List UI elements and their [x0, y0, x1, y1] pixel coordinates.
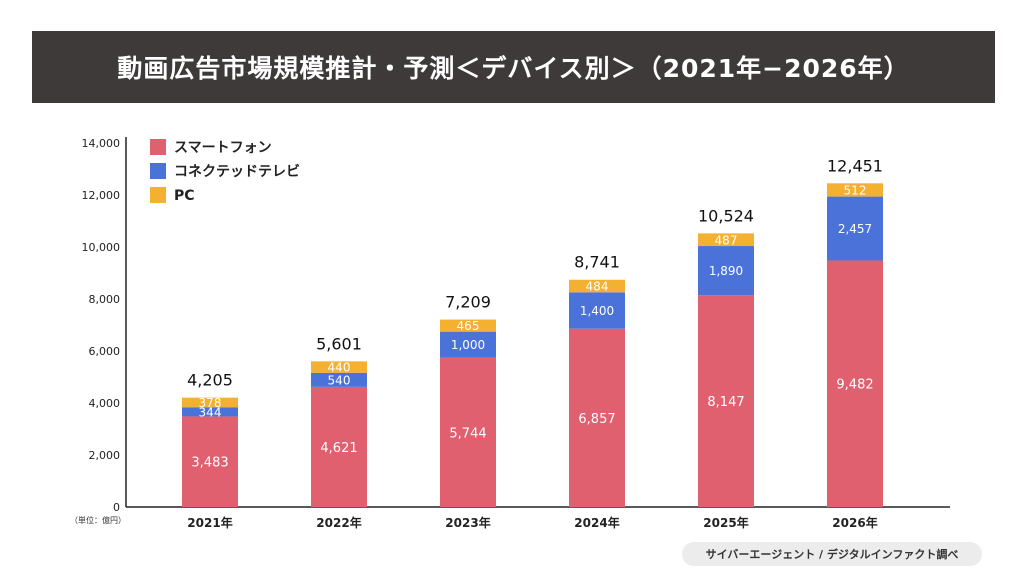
total-label: 8,741 [574, 253, 620, 272]
data-label-pc: 512 [844, 183, 867, 197]
bar-segment-smartphone [827, 260, 883, 507]
data-label-smartphone: 5,744 [449, 426, 486, 441]
data-label-pc: 440 [328, 361, 351, 375]
y-tick-label: 4,000 [89, 397, 121, 410]
bar-segment-pc [827, 183, 883, 197]
x-tick-label: 2021年 [187, 515, 232, 530]
x-tick-label: 2025年 [703, 515, 748, 530]
x-tick-label: 2023年 [445, 515, 490, 530]
bar-segment-pc [182, 397, 238, 408]
bar-segment-pc [698, 233, 754, 247]
x-tick-label: 2022年 [316, 515, 361, 530]
data-label-smartphone: 6,857 [578, 412, 615, 427]
y-tick-label: 0 [113, 501, 120, 514]
data-label-smartphone: 3,483 [191, 456, 228, 471]
title-bar: 動画広告市場規模推計・予測＜デバイス別＞（2021年−2026年） [32, 31, 995, 103]
bar-segment-connected_tv [182, 407, 238, 417]
bar-segment-smartphone [569, 328, 625, 507]
bar-segment-pc [440, 319, 496, 332]
y-tick-label: 14,000 [82, 137, 121, 150]
y-tick-label: 2,000 [89, 449, 121, 462]
bar-segment-connected_tv [569, 292, 625, 329]
bar-segment-connected_tv [311, 372, 367, 387]
y-tick-label: 6,000 [89, 345, 121, 358]
bar-segment-pc [569, 279, 625, 293]
data-label-smartphone: 9,482 [836, 378, 873, 393]
legend-swatch-connected_tv [150, 163, 166, 179]
data-label-connected_tv: 2,457 [838, 222, 872, 236]
data-label-pc: 465 [457, 319, 480, 333]
data-label-pc: 378 [199, 396, 222, 410]
legend-label-pc: PC [174, 188, 195, 204]
bar-segment-smartphone [182, 416, 238, 507]
total-label: 4,205 [187, 371, 233, 390]
bar-segment-connected_tv [698, 246, 754, 296]
total-label: 12,451 [827, 156, 883, 175]
bar-segment-smartphone [698, 295, 754, 507]
data-label-connected_tv: 1,400 [580, 304, 614, 318]
y-tick-label: 10,000 [82, 241, 121, 254]
legend-swatch-smartphone [150, 139, 166, 155]
data-label-pc: 484 [586, 280, 609, 294]
y-tick-label: 12,000 [82, 189, 121, 202]
data-label-pc: 487 [715, 233, 738, 247]
legend-swatch-pc [150, 187, 166, 203]
chart-title: 動画広告市場規模推計・予測＜デバイス別＞（2021年−2026年） [117, 54, 910, 83]
x-tick-label: 2026年 [832, 515, 877, 530]
data-label-connected_tv: 1,000 [451, 338, 485, 352]
bar-segment-connected_tv [827, 196, 883, 261]
data-label-smartphone: 4,621 [320, 441, 357, 456]
legend-label-connected_tv: コネクテッドテレビ [174, 164, 300, 180]
data-label-smartphone: 8,147 [707, 395, 744, 410]
total-label: 5,601 [316, 334, 362, 353]
y-tick-label: 8,000 [89, 293, 121, 306]
legend-label-smartphone: スマートフォン [174, 140, 272, 156]
data-label-connected_tv: 1,890 [709, 264, 743, 278]
data-label-connected_tv: 344 [199, 406, 222, 420]
x-tick-label: 2024年 [574, 515, 619, 530]
total-label: 10,524 [698, 206, 754, 225]
data-label-connected_tv: 540 [328, 373, 351, 387]
bar-segment-pc [311, 361, 367, 373]
bar-segment-connected_tv [440, 331, 496, 358]
total-label: 7,209 [445, 293, 491, 312]
bar-segment-smartphone [440, 357, 496, 507]
source-badge: サイバーエージェント / デジタルインファクト調べ [682, 542, 982, 566]
unit-label: （単位：億円） [70, 516, 126, 525]
bar-segment-smartphone [311, 386, 367, 507]
